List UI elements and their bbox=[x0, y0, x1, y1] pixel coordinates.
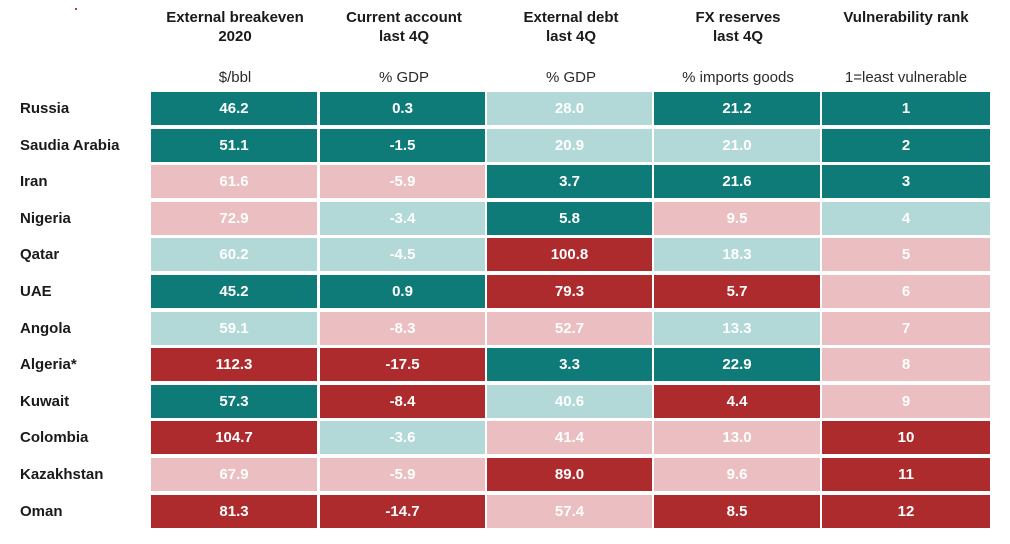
cell-qatar-col1: 60.2 bbox=[151, 238, 317, 272]
cell-algeria-col4: 22.9 bbox=[654, 348, 820, 382]
cell-iran-col3: 3.7 bbox=[487, 165, 652, 199]
cell-oman-col4: 8.5 bbox=[654, 494, 820, 528]
cell-colombia-col4: 13.0 bbox=[654, 421, 820, 455]
column-unit-5: 1=least vulnerable bbox=[844, 69, 968, 86]
cell-iran-col2: -5.9 bbox=[320, 165, 485, 199]
cell-nigeria-col3: 5.8 bbox=[487, 201, 652, 235]
cell-qatar-col3: 100.8 bbox=[487, 238, 652, 272]
column-header-2: Current account last 4Q bbox=[320, 8, 488, 46]
column-unit-4: % imports goods bbox=[682, 69, 794, 86]
cell-nigeria-col4: 9.5 bbox=[654, 201, 820, 235]
row-label-colombia: Colombia bbox=[20, 429, 89, 447]
cell-uae-col5: 6 bbox=[822, 275, 990, 308]
cell-kazakhstan-col4: 9.6 bbox=[654, 458, 820, 491]
cell-kazakhstan-col1: 67.9 bbox=[151, 458, 317, 491]
cell-uae-col4: 5.7 bbox=[654, 275, 820, 308]
accent-dot bbox=[75, 8, 77, 10]
cell-algeria-col3: 3.3 bbox=[487, 348, 652, 382]
cell-russia-col3: 28.0 bbox=[487, 92, 652, 125]
cell-oman-col1: 81.3 bbox=[151, 494, 317, 528]
cell-saudia-arabia-col3: 20.9 bbox=[487, 128, 652, 162]
column-header-4: FX reserves last 4Q bbox=[654, 8, 822, 46]
row-label-uae: UAE bbox=[20, 283, 52, 300]
cell-kuwait-col3: 40.6 bbox=[487, 384, 652, 418]
cell-angola-col2: -8.3 bbox=[320, 311, 485, 345]
cell-kazakhstan-col5: 11 bbox=[822, 458, 990, 491]
row-label-oman: Oman bbox=[20, 502, 63, 520]
cell-iran-col5: 3 bbox=[822, 165, 990, 199]
column-title-line1: FX reserves bbox=[695, 9, 781, 26]
cell-kazakhstan-col2: -5.9 bbox=[320, 458, 485, 491]
cell-colombia-col2: -3.6 bbox=[320, 421, 485, 455]
cell-saudia-arabia-col1: 51.1 bbox=[151, 128, 317, 162]
cell-qatar-col4: 18.3 bbox=[654, 238, 820, 272]
row-label-angola: Angola bbox=[20, 319, 71, 337]
cell-oman-col3: 57.4 bbox=[487, 494, 652, 528]
cell-angola-col5: 7 bbox=[822, 311, 990, 345]
column-header-1: External breakeven 2020 bbox=[151, 8, 319, 46]
cell-angola-col3: 52.7 bbox=[487, 311, 652, 345]
cell-angola-col4: 13.3 bbox=[654, 311, 820, 345]
column-title-line2: last 4Q bbox=[378, 28, 430, 45]
row-label-saudia-arabia: Saudia Arabia bbox=[20, 136, 120, 154]
cell-uae-col2: 0.9 bbox=[320, 275, 485, 308]
cell-uae-col3: 79.3 bbox=[487, 275, 652, 308]
column-title-line1: External debt bbox=[523, 9, 619, 26]
cell-saudia-arabia-col2: -1.5 bbox=[320, 128, 485, 162]
cell-algeria-col1: 112.3 bbox=[151, 348, 317, 382]
column-unit-3: % GDP bbox=[545, 69, 596, 86]
cell-colombia-col3: 41.4 bbox=[487, 421, 652, 455]
column-header-5: Vulnerability rank bbox=[822, 8, 990, 27]
row-label-kazakhstan: Kazakhstan bbox=[20, 466, 104, 483]
cell-saudia-arabia-col4: 21.0 bbox=[654, 128, 820, 162]
cell-kuwait-col4: 4.4 bbox=[654, 384, 820, 418]
cell-saudia-arabia-col5: 2 bbox=[822, 128, 990, 162]
cell-algeria-col5: 8 bbox=[822, 348, 990, 382]
column-title-line1: Current account bbox=[346, 9, 462, 26]
cell-uae-col1: 45.2 bbox=[151, 275, 317, 308]
column-header-3: External debt last 4Q bbox=[487, 8, 655, 46]
row-label-qatar: Qatar bbox=[20, 246, 60, 264]
row-label-nigeria: Nigeria bbox=[20, 209, 71, 227]
row-label-algeria: Algeria* bbox=[20, 356, 77, 374]
cell-iran-col1: 61.6 bbox=[151, 165, 317, 199]
cell-nigeria-col5: 4 bbox=[822, 201, 990, 235]
cell-angola-col1: 59.1 bbox=[151, 311, 317, 345]
cell-kuwait-col5: 9 bbox=[822, 384, 990, 418]
cell-qatar-col2: -4.5 bbox=[320, 238, 485, 272]
column-title-line2: last 4Q bbox=[712, 28, 764, 45]
column-title-line1: External breakeven bbox=[166, 9, 304, 26]
cell-russia-col4: 21.2 bbox=[654, 92, 820, 125]
cell-colombia-col5: 10 bbox=[822, 421, 990, 455]
column-title-line1: Vulnerability rank bbox=[843, 9, 969, 26]
column-title-line2: 2020 bbox=[218, 28, 252, 45]
cell-oman-col5: 12 bbox=[822, 494, 990, 528]
cell-colombia-col1: 104.7 bbox=[151, 421, 317, 455]
cell-nigeria-col2: -3.4 bbox=[320, 201, 485, 235]
cell-kuwait-col1: 57.3 bbox=[151, 384, 317, 418]
cell-kazakhstan-col3: 89.0 bbox=[487, 458, 652, 491]
column-unit-1: $/bbl bbox=[218, 69, 252, 86]
cell-russia-col1: 46.2 bbox=[151, 92, 317, 125]
cell-kuwait-col2: -8.4 bbox=[320, 384, 485, 418]
row-label-kuwait: Kuwait bbox=[20, 392, 70, 410]
column-title-line2: last 4Q bbox=[545, 28, 597, 45]
column-unit-2: % GDP bbox=[378, 69, 429, 86]
cell-qatar-col5: 5 bbox=[822, 238, 990, 272]
cell-algeria-col2: -17.5 bbox=[320, 348, 485, 382]
row-label-iran: Iran bbox=[20, 173, 48, 191]
cell-oman-col2: -14.7 bbox=[320, 494, 485, 528]
cell-russia-col2: 0.3 bbox=[320, 92, 485, 125]
cell-iran-col4: 21.6 bbox=[654, 165, 820, 199]
cell-russia-col5: 1 bbox=[822, 92, 990, 125]
cell-nigeria-col1: 72.9 bbox=[151, 201, 317, 235]
row-label-russia: Russia bbox=[20, 100, 70, 117]
